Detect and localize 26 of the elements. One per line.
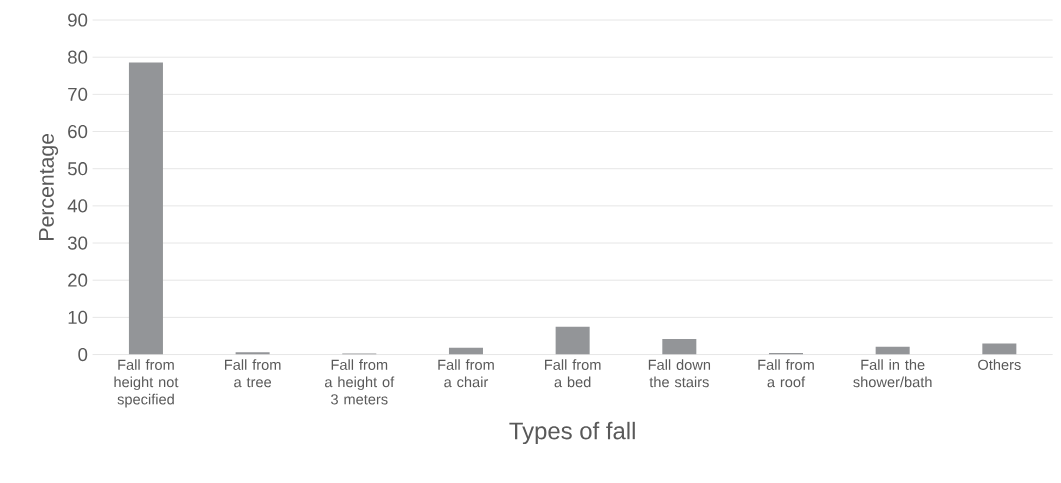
x-tick-label: Fall from a chair: [438, 359, 494, 388]
y-tick-label: 60: [68, 124, 88, 139]
x-tick-label: Fall from height not specified: [114, 359, 179, 408]
x-tick-label: Fall down the stairs: [648, 359, 711, 388]
y-tick-label: 70: [68, 87, 88, 101]
y-tick-label: 10: [68, 310, 88, 324]
bar: [555, 326, 590, 355]
y-tick-label: 50: [67, 162, 88, 176]
x-tick-label: Fall from a bed: [545, 359, 601, 388]
x-tick-label: Others: [978, 359, 1021, 370]
y-tick-label: 40: [67, 199, 88, 213]
x-tick-label: Fall from a tree: [225, 359, 281, 388]
bar: [128, 62, 163, 355]
y-tick-label: 90: [68, 13, 88, 27]
bar: [982, 343, 1017, 355]
y-tick-label: 0: [78, 347, 88, 362]
y-tick-label: 20: [68, 273, 88, 287]
x-axis-title: Types of fall: [509, 421, 635, 445]
x-tick-label: Fall from a roof: [758, 359, 814, 388]
y-tick-label: 30: [67, 236, 88, 250]
y-axis-title: Percentage: [39, 133, 59, 240]
bar: [662, 338, 697, 355]
bar: [875, 346, 910, 355]
x-tick-label: Fall from a height of 3 meters: [324, 359, 395, 405]
x-tick-label: Fall in the shower/bath: [853, 359, 932, 388]
y-tick-label: 80: [68, 50, 88, 64]
